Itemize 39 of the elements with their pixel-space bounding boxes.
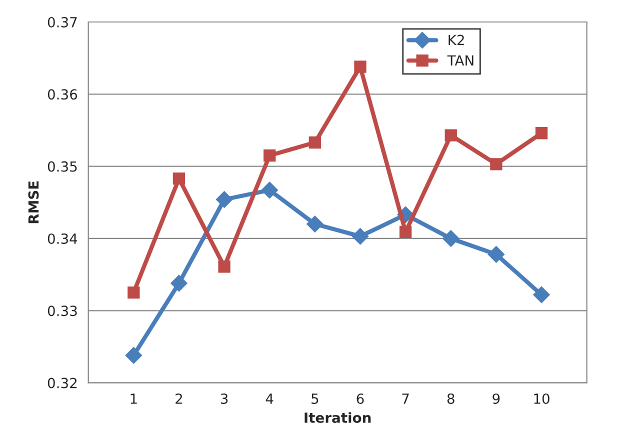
point — [128, 286, 140, 299]
point — [490, 158, 502, 170]
point — [306, 216, 324, 232]
x-tick-label: 9 — [492, 393, 500, 404]
x-tick-label: 7 — [402, 394, 409, 404]
point — [264, 149, 276, 162]
x-tick-label: 8 — [447, 393, 454, 404]
point — [488, 246, 505, 263]
point — [218, 260, 230, 273]
y-tick-label: 0.34 — [48, 233, 78, 244]
x-tick-label: 10 — [534, 393, 550, 404]
point — [399, 226, 412, 238]
y-tick-label: 0.32 — [48, 378, 77, 388]
x-tick-label: 3 — [220, 393, 228, 404]
point — [442, 230, 460, 247]
y-axis-title: RMSE — [28, 181, 39, 224]
point — [352, 228, 369, 245]
x-tick-label: 5 — [312, 394, 318, 404]
point — [308, 136, 321, 149]
y-tick-label: 0.33 — [48, 306, 77, 316]
point — [125, 347, 142, 364]
point — [535, 127, 548, 140]
x-tick-label: 4 — [266, 394, 274, 404]
x-axis-title: Iteration — [304, 412, 371, 423]
point — [172, 172, 186, 185]
y-tick-label: 0.35 — [48, 161, 77, 172]
point — [170, 274, 188, 292]
point — [354, 60, 366, 73]
y-tick-label: 0.37 — [48, 16, 77, 28]
legend-label: K2 — [448, 34, 464, 46]
x-tick-label: 2 — [176, 393, 182, 404]
point — [533, 286, 550, 304]
point — [444, 129, 457, 142]
point — [216, 191, 233, 208]
x-tick-label: 1 — [130, 394, 137, 404]
y-tick-label: 0.36 — [48, 89, 78, 100]
point — [261, 182, 278, 199]
x-tick-label: 6 — [356, 393, 364, 404]
legend-label: TAN — [447, 55, 474, 66]
